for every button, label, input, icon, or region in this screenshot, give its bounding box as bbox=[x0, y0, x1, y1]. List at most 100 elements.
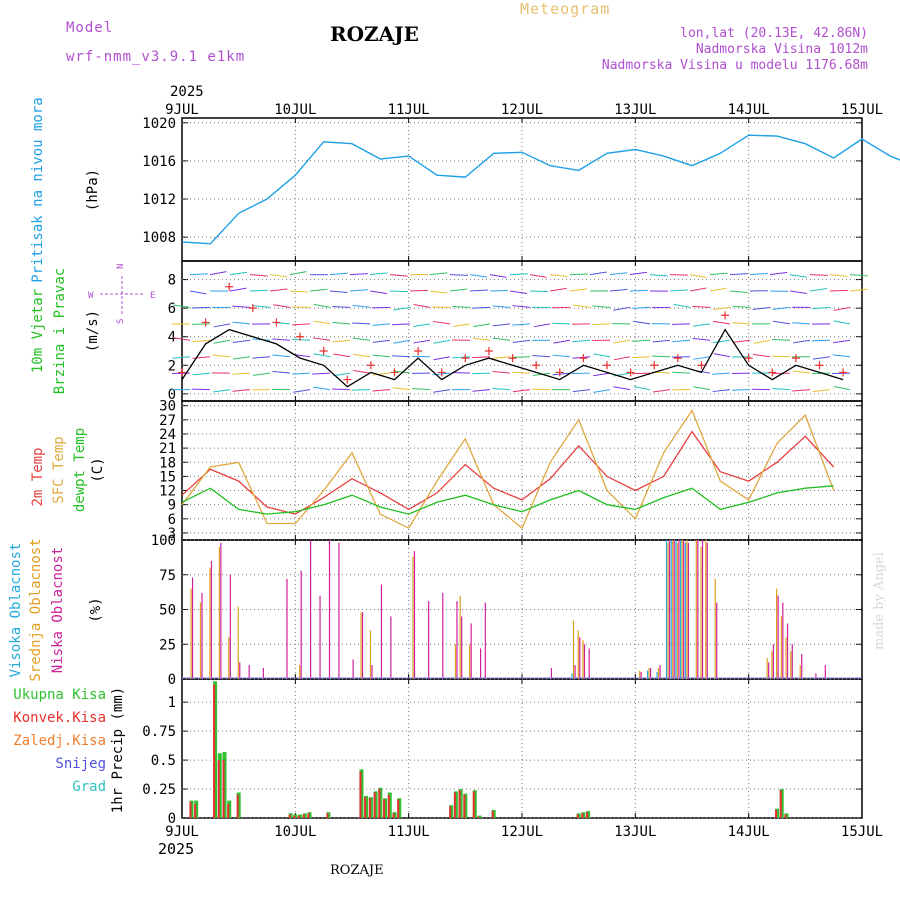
wind-gust-marker bbox=[248, 304, 257, 313]
wind-direction-arrow bbox=[732, 339, 751, 343]
wind-direction-arrow bbox=[572, 356, 591, 359]
cloud-low-bar bbox=[701, 540, 704, 679]
wind-direction-arrow bbox=[652, 355, 671, 358]
x-tick-label-top: 13JUL bbox=[614, 102, 656, 118]
wind-direction-arrow bbox=[752, 353, 771, 358]
wind-direction-arrow bbox=[372, 389, 391, 392]
wind-direction-arrow bbox=[289, 290, 308, 293]
wind-gust-marker bbox=[461, 354, 470, 363]
wind-direction-arrow bbox=[333, 372, 351, 377]
x-tick-label-top: 12JUL bbox=[501, 102, 543, 118]
cloud-low-bar bbox=[248, 665, 250, 679]
y-tick-label: 4 bbox=[168, 330, 176, 346]
model-elevation-label: Nadmorska Visina u modelu 1176.68m bbox=[601, 58, 868, 73]
wind-gust-marker bbox=[697, 361, 706, 370]
wind-direction-arrow bbox=[512, 371, 531, 374]
wind-direction-arrow bbox=[352, 304, 371, 308]
wind-direction-arrow bbox=[792, 389, 811, 392]
precip-conv-bar bbox=[302, 814, 305, 818]
wind-direction-arrow bbox=[512, 339, 531, 344]
wind-direction-arrow bbox=[372, 354, 391, 358]
y-tick-label: 9 bbox=[168, 498, 176, 514]
wind-direction-arrow bbox=[492, 323, 511, 327]
precip-conv-bar bbox=[293, 815, 296, 818]
wind-unit-label: (m/s) bbox=[85, 310, 101, 352]
cloud-low-bar bbox=[352, 659, 354, 679]
y-tick-label: 2 bbox=[168, 358, 176, 374]
wind-direction-arrow bbox=[672, 371, 691, 374]
wind-direction-arrow bbox=[772, 338, 791, 341]
cloud-low-bar bbox=[300, 570, 302, 679]
station-title: ROZAJE bbox=[330, 22, 419, 46]
wind-direction-arrow bbox=[613, 339, 631, 344]
wind-direction-arrow bbox=[492, 387, 511, 391]
wind-direction-arrow bbox=[652, 389, 671, 393]
wind-direction-arrow bbox=[229, 271, 248, 276]
cloud-low-bar bbox=[470, 623, 472, 679]
wind-direction-arrow bbox=[593, 389, 611, 393]
wind-direction-arrow bbox=[433, 339, 451, 344]
wind-direction-arrow bbox=[209, 271, 227, 276]
y-tick-label: 30 bbox=[159, 399, 176, 415]
cloud-low-bar bbox=[579, 637, 581, 679]
wind-direction-arrow bbox=[389, 274, 408, 277]
wind-direction-arrow bbox=[632, 339, 651, 342]
precip-conv-bar bbox=[213, 684, 216, 818]
y-tick-label: 0 bbox=[168, 672, 176, 688]
wind-gust-marker bbox=[319, 347, 328, 355]
wind-direction-arrow bbox=[429, 290, 448, 294]
cloud-low-bar bbox=[338, 542, 340, 679]
wind-direction-arrow bbox=[512, 356, 531, 358]
precip-conv-bar bbox=[307, 813, 310, 818]
wind-direction-arrow bbox=[489, 289, 508, 292]
cloud-low-bar bbox=[777, 595, 779, 679]
cloud-low-bar bbox=[772, 644, 774, 679]
wind-direction-arrow bbox=[232, 305, 251, 308]
wind-direction-arrow bbox=[833, 320, 851, 325]
wind-direction-arrow bbox=[212, 354, 231, 358]
cloud-mid-bar bbox=[700, 546, 702, 679]
wind-direction-arrow bbox=[572, 304, 591, 308]
y-tick-label: 50 bbox=[159, 603, 176, 619]
y-tick-label: 24 bbox=[159, 427, 176, 443]
model-name: wrf-nmm_v3.9.1 e1km bbox=[66, 49, 246, 65]
wind-direction-arrow bbox=[789, 274, 807, 278]
cloud-low-bar bbox=[319, 595, 321, 679]
wind-direction-arrow bbox=[512, 323, 531, 326]
cloud-mid-bar bbox=[714, 578, 716, 679]
y-tick-label: 12 bbox=[159, 484, 176, 500]
wind-direction-arrow bbox=[709, 287, 727, 292]
cloud-mid-bar bbox=[667, 542, 669, 679]
wind-gust-marker bbox=[532, 361, 541, 370]
x-tick-label-bottom: 9JUL bbox=[165, 824, 199, 840]
cloud-low-bar bbox=[574, 665, 576, 679]
wind-direction-arrow bbox=[633, 320, 651, 325]
wind-direction-arrow bbox=[332, 321, 351, 325]
x-tick-label-bottom: 11JUL bbox=[388, 824, 430, 840]
precip-conv-bar bbox=[392, 813, 395, 818]
wind-gust-marker bbox=[484, 347, 493, 355]
wind-direction-arrow bbox=[352, 389, 371, 391]
wind-gust-marker bbox=[768, 368, 777, 377]
wind-direction-arrow bbox=[329, 290, 348, 294]
cloud-mid-bar bbox=[228, 637, 230, 679]
wind-direction-arrow bbox=[292, 323, 311, 326]
wind-gust-marker bbox=[272, 318, 281, 327]
wind-direction-arrow bbox=[353, 369, 371, 374]
cloud-mid-bar bbox=[776, 588, 778, 679]
wind-direction-arrow bbox=[689, 287, 707, 292]
wind-direction-arrow bbox=[292, 372, 311, 375]
precip-conv-bar bbox=[383, 799, 386, 818]
x-tick-label-bottom: 12JUL bbox=[501, 824, 543, 840]
wind-direction-arrow bbox=[389, 290, 408, 293]
wind-direction-arrow bbox=[532, 355, 551, 358]
wind-speed-line bbox=[181, 328, 844, 388]
compass-south: S bbox=[116, 319, 126, 324]
wind-direction-arrow bbox=[792, 370, 811, 374]
precip-conv-bar bbox=[387, 794, 390, 818]
wind-direction-arrow bbox=[372, 323, 391, 326]
wind-gust-marker bbox=[650, 361, 659, 370]
cloud-mid-bar bbox=[780, 616, 782, 679]
cloud-low-bar bbox=[210, 560, 213, 679]
